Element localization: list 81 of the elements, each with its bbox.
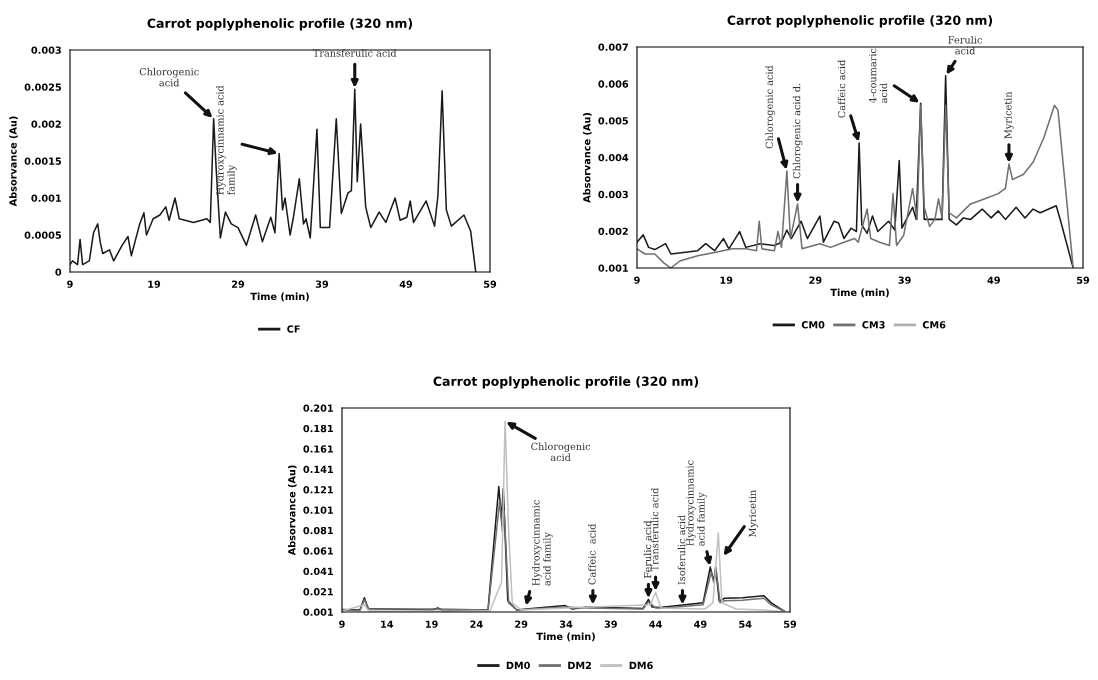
y-tick-label: 0.004 — [598, 153, 629, 162]
chart-title: Carrot poplyphenolic profile (320 nm) — [727, 15, 993, 28]
y-tick-label: 0.002 — [598, 227, 628, 235]
y-tick-label: 0.005 — [598, 117, 628, 125]
legend-label: DM2 — [568, 661, 592, 669]
annotation: Caffeic acid — [588, 523, 596, 585]
legend-label: CF — [287, 325, 300, 333]
annotation: Ferulic acid — [643, 520, 652, 579]
x-tick-label: 9 — [339, 620, 345, 628]
y-tick-label: 0.007 — [598, 43, 628, 51]
chart-title: Carrot poplyphenolic profile (320 nm) — [433, 376, 699, 389]
x-tick-label: 9 — [634, 276, 640, 284]
y-tick-label: 0.0005 — [24, 231, 61, 239]
annotation: Hydroxycinnamic acid family — [532, 500, 553, 586]
x-tick-label: 34 — [559, 620, 573, 628]
x-axis-title: Time (min) — [250, 292, 309, 302]
annotation: Ferulic acid — [948, 35, 982, 55]
annotation: Hydroxycinnamic acid family — [686, 460, 707, 546]
annotation: Isoferulic acid — [677, 515, 686, 585]
annotation: Chlorogenic acid d. — [792, 83, 803, 179]
y-axis-title: Absorvance (Au) — [287, 465, 297, 556]
x-tick-label: 39 — [898, 276, 911, 284]
x-tick-label: 59 — [783, 620, 797, 628]
y-axis-title: Absorvance (Au) — [582, 113, 592, 203]
annotation: Hydroxycinnamic acid family — [216, 85, 237, 195]
y-tick-label: 0.003 — [598, 190, 628, 199]
legend-label: CM6 — [922, 321, 946, 329]
y-tick-label: 0.021 — [303, 588, 333, 596]
y-tick-label: 0.121 — [303, 486, 333, 494]
x-tick-label: 44 — [649, 620, 662, 628]
legend-label: DM6 — [629, 661, 653, 670]
x-tick-label: 49 — [399, 280, 413, 288]
y-tick-label: 0.001 — [303, 608, 333, 616]
annotation: Transferulic acid — [650, 487, 659, 572]
annotation: Transferulic acid — [312, 49, 397, 57]
y-tick-label: 0.041 — [303, 567, 333, 576]
x-tick-label: 59 — [483, 280, 497, 288]
x-tick-label: 14 — [381, 620, 394, 628]
x-tick-label: 29 — [232, 280, 245, 288]
y-tick-label: 0.001 — [598, 264, 628, 272]
x-axis-title: Time (min) — [830, 288, 889, 298]
y-tick-label: 0 — [55, 268, 62, 276]
annotation: Chlorogenic acid — [139, 67, 199, 87]
y-tick-label: 0.0015 — [24, 157, 61, 165]
y-tick-label: 0.081 — [303, 526, 333, 535]
x-tick-label: 59 — [1076, 276, 1090, 284]
legend-label: CM3 — [862, 321, 885, 329]
y-tick-label: 0.101 — [303, 506, 333, 514]
x-tick-label: 49 — [694, 620, 707, 628]
x-tick-label: 19 — [425, 620, 438, 628]
x-tick-label: 39 — [604, 620, 617, 628]
x-tick-label: 19 — [720, 276, 733, 284]
y-tick-label: 0.001 — [31, 194, 61, 202]
y-tick-label: 0.181 — [303, 424, 333, 433]
y-tick-label: 0.161 — [303, 445, 333, 453]
y-tick-label: 0.201 — [303, 404, 333, 412]
x-tick-label: 29 — [515, 620, 528, 628]
x-tick-label: 29 — [809, 276, 822, 284]
annotation: Caffeic acid — [837, 60, 846, 118]
annotation: Chlorogenic acid — [765, 65, 775, 149]
x-tick-label: 24 — [470, 620, 483, 628]
legend-label: CM0 — [801, 321, 825, 329]
annotation: 4-coumaric acid — [869, 48, 888, 104]
legend-label: DM0 — [506, 661, 530, 670]
y-tick-label: 0.061 — [303, 547, 333, 555]
y-tick-label: 0.141 — [303, 465, 333, 474]
y-tick-label: 0.006 — [598, 80, 629, 88]
x-tick-label: 39 — [315, 280, 329, 288]
x-axis-title: Time (min) — [536, 632, 595, 642]
y-tick-label: 0.0025 — [24, 83, 61, 91]
x-tick-label: 19 — [148, 280, 161, 288]
y-axis-title: Absorvance (Au) — [9, 116, 18, 207]
annotation: Chlorogenic acid — [531, 442, 591, 462]
y-tick-label: 0.003 — [31, 46, 61, 54]
x-tick-label: 54 — [739, 620, 752, 628]
y-tick-label: 0.002 — [31, 120, 61, 128]
annotation: Myricetin — [1004, 91, 1014, 139]
annotation: Myricetin — [748, 490, 759, 537]
x-tick-label: 9 — [67, 280, 73, 288]
x-tick-label: 49 — [987, 276, 1000, 284]
chart-title: Carrot poplyphenolic profile (320 nm) — [147, 18, 413, 31]
